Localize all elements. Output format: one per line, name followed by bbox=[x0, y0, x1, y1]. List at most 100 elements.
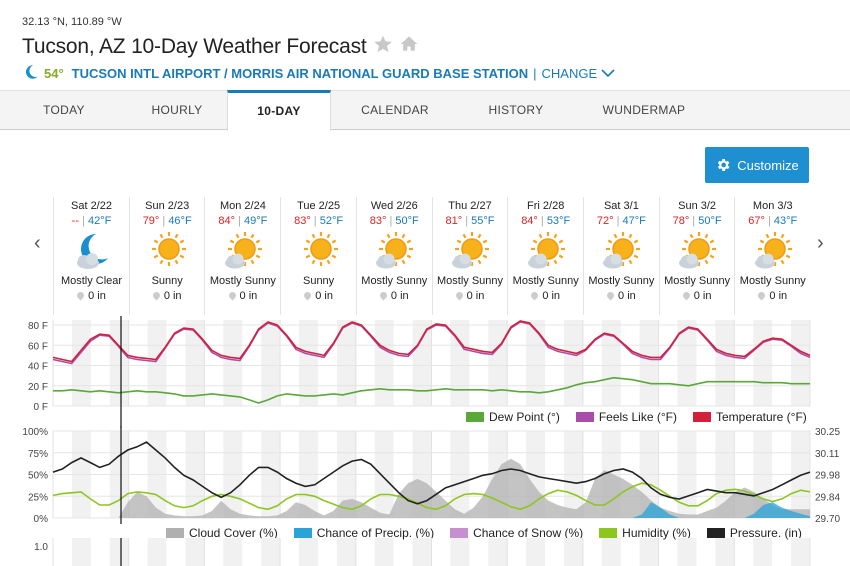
atmosphere-legend: Cloud Cover (%) Chance of Precip. (%) Chan… bbox=[166, 526, 818, 540]
humidity-line bbox=[52, 482, 811, 511]
series-line-2 bbox=[53, 376, 810, 404]
tab-10-day[interactable]: 10-DAY bbox=[227, 90, 331, 131]
sun-cloud-icon bbox=[448, 230, 492, 274]
customize-button[interactable]: Customize bbox=[705, 147, 809, 183]
day-column[interactable]: Mon 3/3 67° | 43°F Mostly Sunny 0 in bbox=[734, 197, 810, 315]
day-temps: 81° | 55°F bbox=[445, 215, 495, 227]
raindrop-icon bbox=[756, 290, 767, 301]
high-temp: -- bbox=[71, 215, 79, 227]
legend-label: Chance of Snow (%) bbox=[473, 526, 584, 540]
tab-history[interactable]: HISTORY bbox=[488, 103, 544, 117]
day-temps: 84° | 49°F bbox=[218, 215, 268, 227]
precip-value: 0 in bbox=[315, 290, 333, 302]
raindrop-icon bbox=[75, 290, 86, 301]
legend-label: Feels Like (°F) bbox=[598, 410, 677, 424]
day-column[interactable]: Fri 2/28 84° | 53°F Mostly Sunny 0 in bbox=[507, 197, 583, 315]
day-temps: 83° | 52°F bbox=[294, 215, 344, 227]
high-temp: 83° bbox=[369, 215, 387, 227]
low-temp: 50°F bbox=[698, 215, 722, 227]
legend-entry[interactable]: Dew Point (°) bbox=[466, 410, 560, 424]
change-station-link[interactable]: CHANGE bbox=[541, 66, 598, 81]
tab-today[interactable]: TODAY bbox=[43, 103, 85, 117]
tab-hourly[interactable]: HOURLY bbox=[151, 103, 203, 117]
day-label: Wed 2/26 bbox=[370, 200, 418, 212]
high-temp: 67° bbox=[748, 215, 765, 227]
precip-amount: 0 in bbox=[433, 290, 508, 302]
legend-entry[interactable]: Cloud Cover (%) bbox=[166, 526, 278, 540]
day-label: Thu 2/27 bbox=[448, 200, 492, 212]
home-icon[interactable] bbox=[399, 34, 419, 59]
condition-text: Mostly Sunny bbox=[361, 275, 428, 287]
condition-text: Mostly Sunny bbox=[588, 275, 655, 287]
day-temps: -- | 42°F bbox=[71, 215, 112, 227]
precip-value: 0 in bbox=[163, 290, 182, 302]
y-tick-label: 40 F bbox=[28, 362, 48, 373]
day-column[interactable]: Sat 3/1 72° | 47°F Mostly Sunny 0 in bbox=[582, 197, 659, 315]
station-temperature: 54° bbox=[44, 66, 64, 81]
day-label: Mon 3/3 bbox=[752, 200, 793, 212]
legend-entry[interactable]: Feels Like (°F) bbox=[575, 410, 677, 424]
tab-wundermap[interactable]: WUNDERMAP bbox=[602, 103, 686, 117]
night-band bbox=[791, 320, 810, 406]
tab-calendar[interactable]: CALENDAR bbox=[361, 103, 429, 117]
precip-value: 0 in bbox=[769, 290, 788, 302]
station-name-link[interactable]: TUCSON INTL AIRPORT / MORRIS AIR NATIONA… bbox=[71, 66, 529, 81]
precip-value: 0 in bbox=[618, 290, 636, 302]
legend-label: Temperature (°F) bbox=[715, 410, 807, 424]
day-column[interactable]: Sat 2/22 -- | 42°F Mostly Clear 0 in bbox=[53, 197, 129, 315]
legend-swatch bbox=[575, 412, 594, 422]
legend-entry[interactable]: Pressure. (in) bbox=[706, 526, 802, 540]
night-band bbox=[677, 538, 697, 566]
pressure-tick-label: 29.70 bbox=[815, 514, 840, 524]
precip-amount: 0 in bbox=[281, 290, 356, 302]
day-column[interactable]: Wed 2/26 83° | 50°F Mostly Sunny 0 in bbox=[355, 197, 432, 315]
y-tick-label: 20 F bbox=[28, 382, 48, 393]
legend-entry[interactable]: Temperature (°F) bbox=[692, 410, 807, 424]
precip-value: 0 in bbox=[466, 290, 485, 302]
raindrop-icon bbox=[378, 290, 389, 301]
star-icon[interactable] bbox=[373, 34, 393, 59]
day-label: Sun 3/2 bbox=[678, 200, 717, 212]
precip-amount-chart: 1.0 bbox=[34, 538, 811, 566]
temperature-chart: 80 F 60 F 40 F 20 F 0 F bbox=[28, 316, 811, 428]
legend-label: Chance of Precip. (%) bbox=[316, 526, 435, 540]
sun-cloud-icon bbox=[524, 230, 568, 274]
night-band bbox=[336, 538, 356, 566]
low-temp: 55°F bbox=[471, 215, 495, 227]
legend-entry[interactable]: Humidity (%) bbox=[599, 526, 691, 540]
night-band bbox=[488, 538, 508, 566]
series-line-0 bbox=[52, 320, 811, 363]
legend-label: Cloud Cover (%) bbox=[189, 526, 278, 540]
night-band bbox=[526, 320, 546, 406]
day-temps: 79° | 46°F bbox=[142, 215, 192, 227]
high-temp: 83° bbox=[294, 215, 311, 227]
station-separator: | bbox=[533, 66, 537, 81]
low-temp: 50°F bbox=[395, 215, 419, 227]
condition-text: Mostly Clear bbox=[60, 275, 123, 287]
legend-label: Humidity (%) bbox=[622, 526, 691, 540]
chevron-right-icon[interactable]: › bbox=[817, 232, 824, 254]
high-temp: 78° bbox=[672, 215, 690, 227]
day-column[interactable]: Sun 3/2 78° | 50°F Mostly Sunny 0 in bbox=[658, 197, 735, 315]
day-column[interactable]: Tue 2/25 83° | 52°F Sunny 0 in bbox=[280, 197, 356, 315]
day-column[interactable]: Thu 2/27 81° | 55°F Mostly Sunny 0 in bbox=[431, 197, 508, 315]
tab-bar: TODAY HOURLY 10-DAY CALENDAR HISTORY WUN… bbox=[0, 90, 850, 131]
low-temp: 52°F bbox=[319, 215, 344, 227]
legend-swatch bbox=[450, 528, 469, 538]
chevron-down-icon[interactable] bbox=[601, 66, 615, 81]
night-band bbox=[374, 538, 394, 566]
night-band bbox=[450, 320, 470, 406]
cloud-cover-area bbox=[53, 458, 810, 518]
night-band bbox=[223, 538, 243, 566]
legend-entry[interactable]: Chance of Precip. (%) bbox=[293, 526, 435, 540]
legend-entry[interactable]: Chance of Snow (%) bbox=[450, 526, 583, 540]
chevron-left-icon[interactable]: ‹ bbox=[34, 232, 41, 254]
high-temp: 84° bbox=[521, 215, 538, 227]
precip-value: 0 in bbox=[693, 290, 712, 302]
night-band bbox=[715, 320, 735, 406]
day-column[interactable]: Sun 2/23 79° | 46°F Sunny 0 in bbox=[128, 197, 205, 315]
moon-cloud-icon bbox=[70, 230, 114, 274]
night-band bbox=[526, 538, 546, 566]
day-column[interactable]: Mon 2/24 84° | 49°F Mostly Sunny 0 in bbox=[204, 197, 280, 315]
precip-amount: 0 in bbox=[584, 290, 659, 302]
